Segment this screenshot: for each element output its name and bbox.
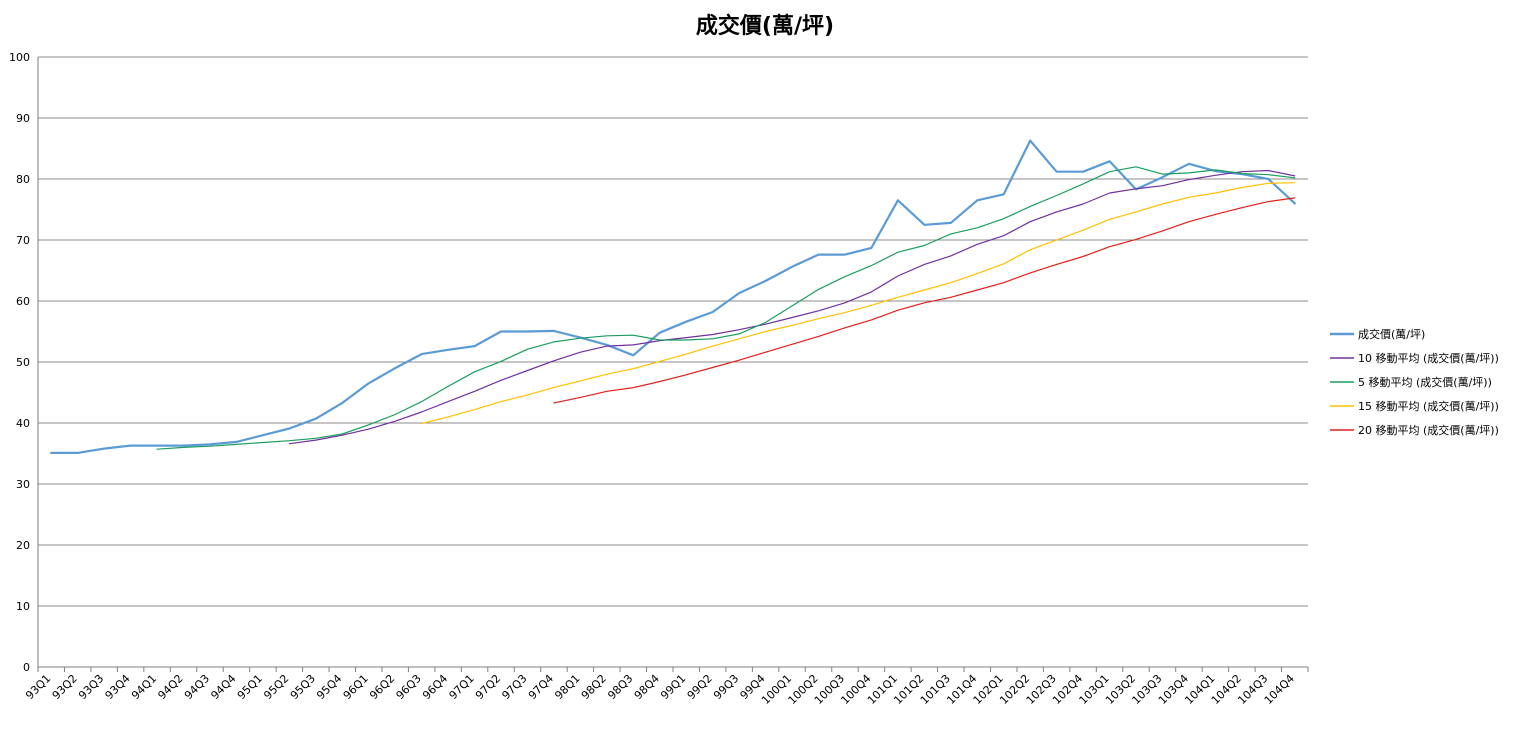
series-line-2 [288,169,1296,445]
x-tick-label: 99Q2 [685,672,715,702]
x-tick-label: 93Q4 [103,672,133,702]
x-tick-label: 97Q1 [447,672,477,702]
y-tick-label: 90 [16,112,30,125]
series-line-1 [50,139,1296,454]
x-tick-label: 94Q3 [182,672,212,702]
y-tick-label: 0 [23,661,30,674]
x-tick-label: 95Q2 [261,672,291,702]
axes [37,57,1309,672]
x-tick-label: 98Q4 [632,672,662,702]
x-tick-label: 93Q3 [76,672,106,702]
legend-label-2: 10 移動平均 (成交價(萬/坪)) [1358,351,1499,365]
series-line-3 [156,166,1296,450]
chart-title: 成交價(萬/坪) [696,13,834,39]
y-tick-label: 100 [9,51,30,64]
x-tick-label: 95Q3 [288,672,318,702]
x-tick-label: 93Q2 [50,672,80,702]
y-tick-label: 80 [16,173,30,186]
y-tick-label: 10 [16,600,30,613]
y-tick-label: 20 [16,539,30,552]
x-tick-label: 98Q2 [579,672,609,702]
x-tick-label: 97Q3 [499,672,529,702]
x-tick-label: 98Q3 [605,672,635,702]
x-tick-label: 93Q1 [23,672,53,702]
y-tick-label: 40 [16,417,30,430]
x-tick-label: 97Q4 [526,672,556,702]
x-tick-label: 96Q4 [420,672,450,702]
x-tick-label: 95Q1 [235,672,265,702]
x-tick-label: 97Q2 [473,672,503,702]
legend-label-4: 15 移動平均 (成交價(萬/坪)) [1358,399,1499,413]
gridlines [38,56,1308,607]
legend: 成交價(萬/坪) 10 移動平均 (成交價(萬/坪)) 5 移動平均 (成交價(萬/… [1330,327,1499,437]
series-line-4 [421,182,1296,425]
x-tick-label: 96Q2 [367,672,397,702]
legend-label-5: 20 移動平均 (成交價(萬/坪)) [1358,423,1499,437]
x-tick-label: 99Q1 [658,672,688,702]
y-tick-label: 60 [16,295,30,308]
y-tick-label: 50 [16,356,30,369]
x-tick-label: 98Q1 [552,672,582,702]
y-tick-label: 30 [16,478,30,491]
x-tick-label: 94Q2 [155,672,185,702]
x-tick-label: 94Q1 [129,672,159,702]
x-tick-label: 99Q3 [711,672,741,702]
x-tick-label: 94Q4 [208,672,238,702]
y-axis-tick-labels: 0 10 20 30 40 50 60 70 80 90 100 [9,51,30,674]
legend-label-3: 5 移動平均 (成交價(萬/坪)) [1358,375,1492,389]
series-line-5 [553,197,1296,404]
x-tick-label: 96Q1 [341,672,371,702]
series-lines [50,139,1296,454]
legend-label-1: 成交價(萬/坪) [1358,327,1425,341]
x-tick-label: 104Q4 [1262,672,1297,707]
x-tick-label: 96Q3 [394,672,424,702]
x-tick-label: 95Q4 [314,672,344,702]
y-tick-label: 70 [16,234,30,247]
x-axis-tick-labels: 93Q193Q293Q393Q494Q194Q294Q394Q495Q195Q2… [23,672,1297,707]
